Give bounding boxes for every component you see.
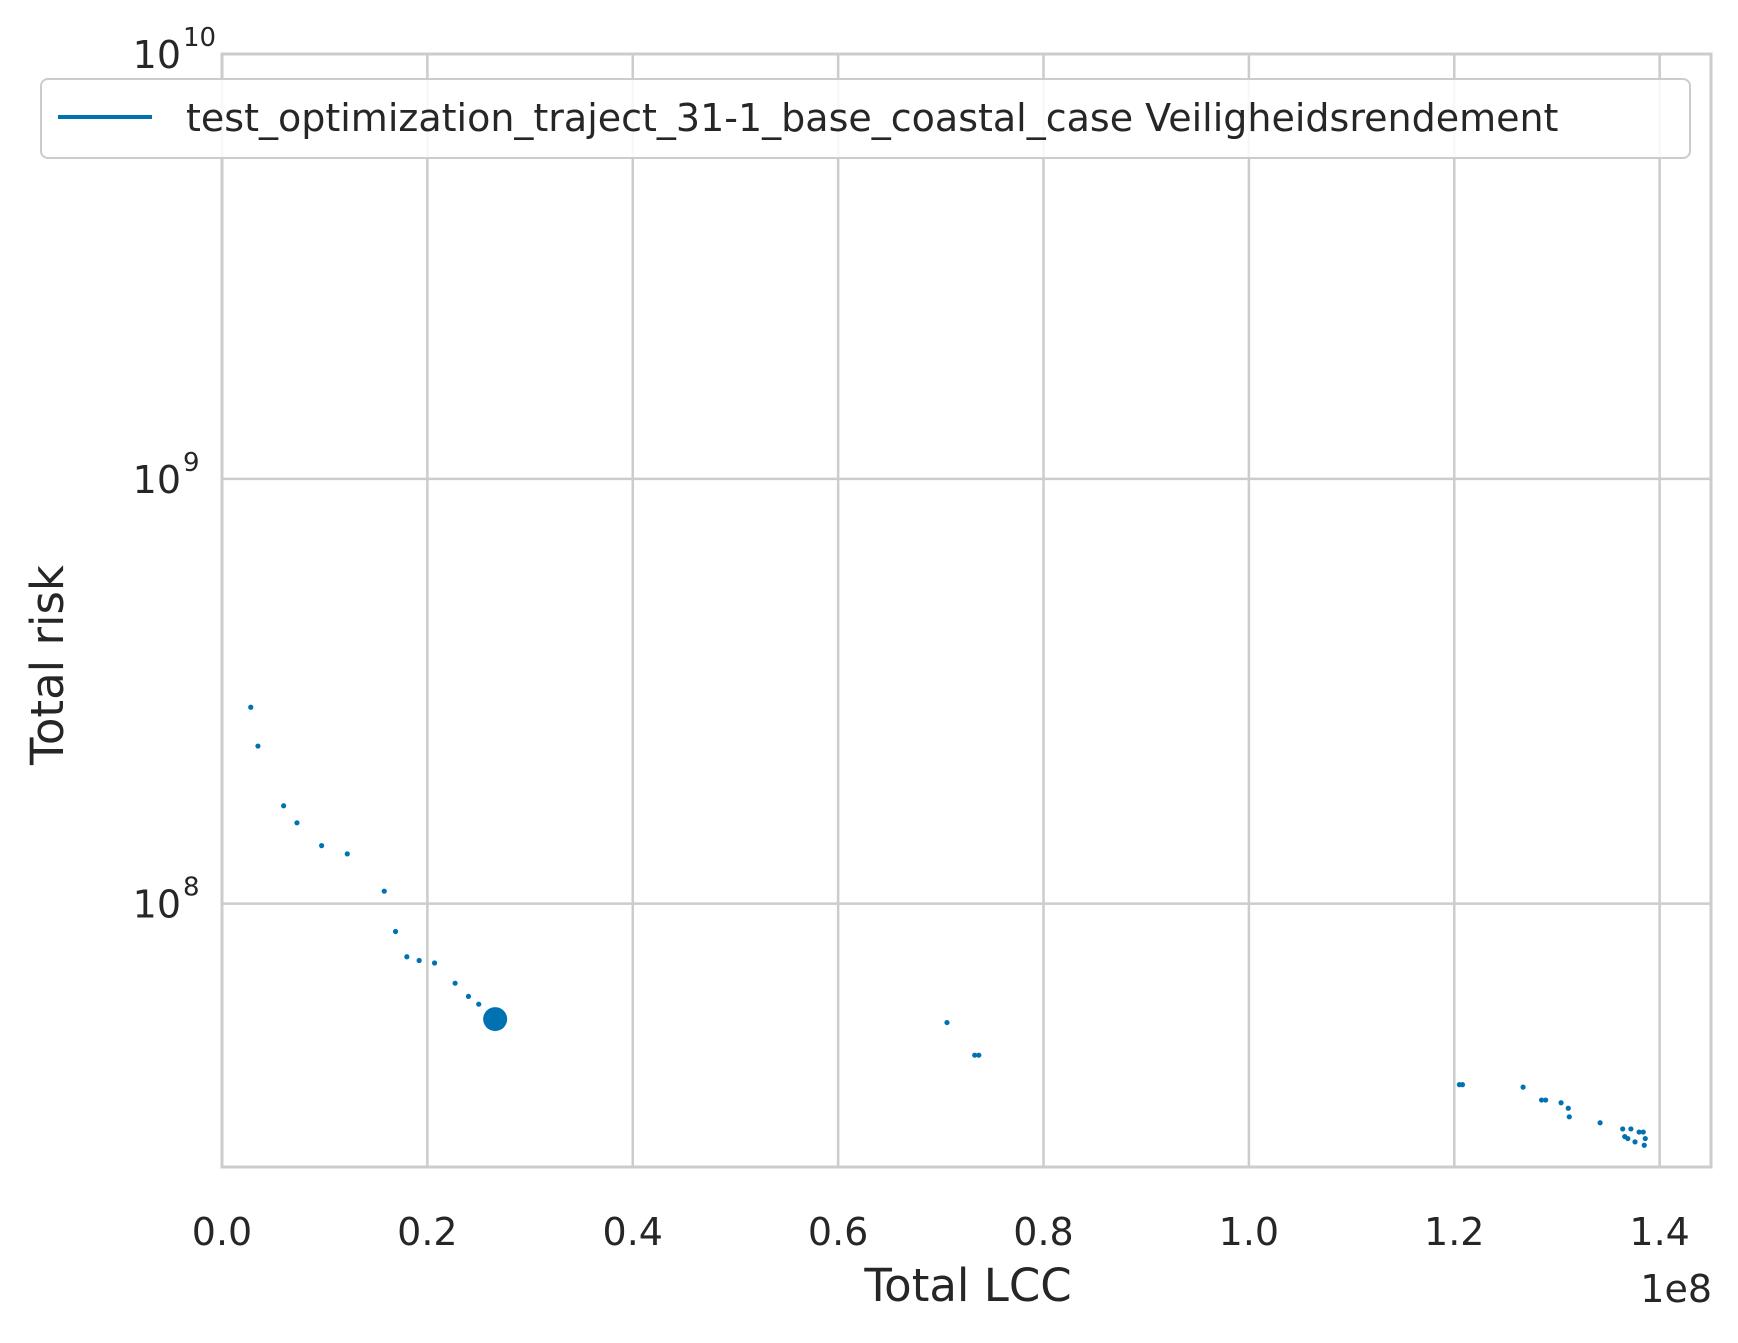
y-tick-label: 10 <box>133 33 181 77</box>
data-point <box>976 1052 982 1058</box>
x-tick-label: 0.8 <box>1013 1210 1073 1254</box>
data-point <box>1597 1120 1603 1126</box>
data-point <box>1538 1097 1545 1103</box>
y-tick-label: 10 <box>133 883 181 927</box>
data-point <box>1543 1097 1549 1103</box>
y-tick-exponent: 8 <box>183 873 200 903</box>
x-tick-label: 0.2 <box>397 1210 457 1254</box>
axes-frame <box>220 52 1713 1169</box>
data-point <box>404 954 410 960</box>
data-point <box>431 960 438 966</box>
data-point <box>1459 1082 1466 1088</box>
data-point <box>416 957 422 964</box>
data-point <box>476 1001 482 1007</box>
y-tick-exponent: 9 <box>183 448 200 478</box>
data-point <box>344 851 350 857</box>
data-point <box>294 820 300 826</box>
y-tick-exponent: 10 <box>183 23 216 53</box>
y-axis-label: Total risk <box>21 565 74 766</box>
data-point <box>944 1019 950 1026</box>
x-axis-label: Total LCC <box>863 1259 1071 1312</box>
x-tick-label: 0.0 <box>192 1210 252 1254</box>
highlighted-point <box>483 1007 508 1032</box>
data-point <box>1642 1135 1648 1142</box>
data-point <box>1622 1133 1628 1140</box>
data-point <box>972 1052 978 1058</box>
data-point <box>1566 1114 1572 1120</box>
data-point <box>1520 1084 1526 1090</box>
data-point <box>465 993 472 1000</box>
data-point <box>392 928 399 935</box>
data-point <box>319 843 325 849</box>
data-point <box>452 980 458 986</box>
legend-entry-label: test_optimization_traject_31-1_base_coas… <box>186 96 1558 140</box>
data-point <box>1640 1129 1646 1135</box>
data-point <box>1632 1139 1638 1145</box>
data-point <box>381 888 387 894</box>
data-point <box>281 803 287 809</box>
x-tick-label: 1.0 <box>1219 1210 1279 1254</box>
x-tick-label: 1.4 <box>1629 1210 1689 1254</box>
plot-frame <box>220 52 1713 1169</box>
data-point <box>1565 1105 1571 1111</box>
grid <box>220 52 1711 1167</box>
legend-box <box>40 78 1691 159</box>
data-point <box>1628 1126 1634 1132</box>
x-tick-label: 0.6 <box>808 1210 868 1254</box>
data-point <box>1620 1126 1626 1132</box>
x-tick-label: 0.4 <box>603 1210 663 1254</box>
legend: test_optimization_traject_31-1_base_coas… <box>40 78 1691 159</box>
y-tick-label: 10 <box>133 458 181 502</box>
x-tick-label: 1.2 <box>1424 1210 1484 1254</box>
data-point <box>255 743 261 749</box>
data-point <box>248 704 254 710</box>
data-point <box>1636 1129 1642 1135</box>
x-axis-offset-label: 1e8 <box>1640 1267 1712 1311</box>
data-point <box>1641 1142 1647 1148</box>
data-point <box>1558 1100 1564 1106</box>
data-points <box>248 704 1648 1148</box>
